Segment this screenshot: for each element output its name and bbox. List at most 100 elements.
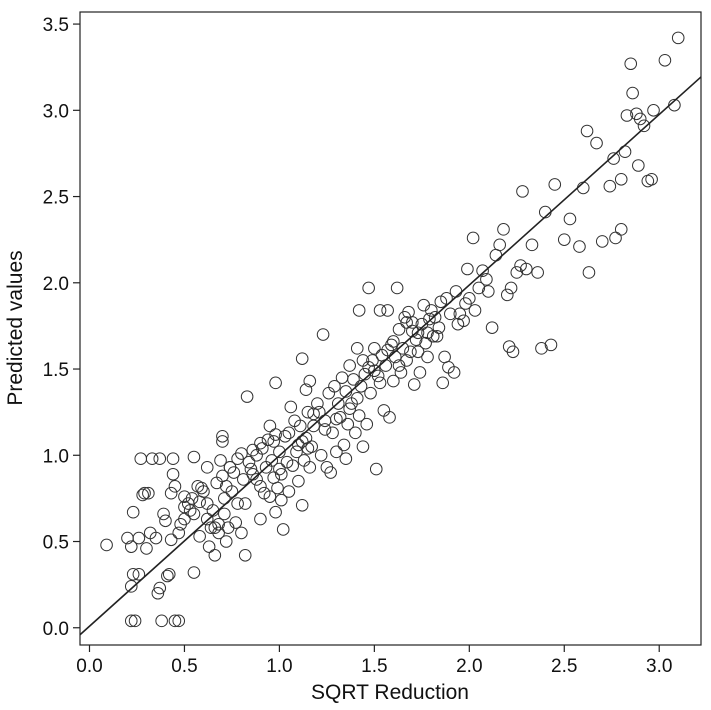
data-point xyxy=(240,390,254,403)
data-point xyxy=(231,497,244,510)
data-point xyxy=(246,443,260,457)
data-point xyxy=(392,359,406,372)
data-point xyxy=(620,109,634,122)
data-point xyxy=(284,400,298,414)
data-point xyxy=(461,262,474,276)
data-point xyxy=(126,567,140,581)
data-point xyxy=(504,281,518,295)
data-point xyxy=(381,343,394,357)
data-point xyxy=(463,292,476,305)
data-point xyxy=(303,374,317,388)
data-point xyxy=(432,321,446,334)
data-point xyxy=(430,329,444,343)
data-point xyxy=(339,452,353,466)
data-point xyxy=(595,235,609,248)
data-point xyxy=(366,354,379,367)
data-point xyxy=(273,462,286,476)
data-point xyxy=(132,531,146,545)
data-point xyxy=(590,136,603,150)
data-point xyxy=(212,517,225,531)
data-point xyxy=(254,480,267,493)
data-point xyxy=(407,378,421,391)
data-point xyxy=(153,452,167,466)
data-point xyxy=(322,386,336,400)
x-axis: 0.0 0.5 1.0 1.5 2.0 2.5 3.0 xyxy=(76,645,672,677)
data-point xyxy=(563,212,577,226)
data-point xyxy=(396,342,410,355)
data-point xyxy=(265,454,279,467)
data-point xyxy=(290,445,303,459)
data-point xyxy=(423,312,436,326)
data-point xyxy=(614,223,628,236)
data-point xyxy=(632,159,645,172)
data-point xyxy=(451,317,465,331)
data-point xyxy=(238,549,252,562)
y-tick-label: 0.0 xyxy=(43,619,69,640)
data-point xyxy=(347,373,360,386)
data-point xyxy=(326,426,339,440)
x-tick-label: 0.5 xyxy=(171,656,197,677)
data-point xyxy=(124,540,138,553)
data-point xyxy=(419,336,432,350)
data-point xyxy=(633,112,647,126)
data-point xyxy=(343,359,356,372)
data-point xyxy=(172,526,186,540)
data-point xyxy=(519,262,533,276)
data-point xyxy=(502,340,516,353)
data-point xyxy=(299,383,313,397)
data-point xyxy=(145,452,159,466)
data-point xyxy=(214,454,227,467)
data-point xyxy=(485,321,499,334)
data-point xyxy=(506,345,520,359)
y-tick-label: 3.0 xyxy=(43,101,69,122)
data-point xyxy=(237,473,250,486)
data-point xyxy=(162,567,176,581)
data-point xyxy=(149,531,163,545)
y-axis: 0.0 0.5 1.0 1.5 2.0 2.5 3.0 3.5 xyxy=(43,15,80,640)
data-point xyxy=(580,124,594,138)
data-point xyxy=(480,273,493,286)
data-point xyxy=(406,316,419,329)
data-point xyxy=(387,374,400,388)
data-point xyxy=(293,419,307,433)
data-point xyxy=(449,285,463,298)
data-point xyxy=(330,412,343,426)
data-point xyxy=(271,481,284,495)
data-point xyxy=(282,426,296,440)
y-tick-label: 3.5 xyxy=(43,15,69,36)
data-point xyxy=(535,342,548,355)
data-point xyxy=(381,304,394,317)
data-point xyxy=(269,376,282,390)
data-point xyxy=(242,455,256,469)
data-point xyxy=(331,397,345,410)
data-point xyxy=(658,53,672,67)
data-point xyxy=(387,335,400,348)
data-point xyxy=(447,366,461,379)
data-point xyxy=(444,307,457,321)
data-point xyxy=(349,426,362,440)
data-point xyxy=(197,485,210,498)
data-point xyxy=(208,549,222,562)
data-point xyxy=(411,326,425,340)
data-point xyxy=(500,288,514,302)
data-point xyxy=(354,379,368,393)
x-tick-label: 1.0 xyxy=(266,656,292,677)
data-point xyxy=(256,442,269,455)
data-point xyxy=(269,428,282,441)
data-point xyxy=(100,538,113,552)
x-tick-label: 2.0 xyxy=(456,656,482,677)
data-point xyxy=(185,492,199,505)
data-point xyxy=(531,266,544,279)
data-point xyxy=(573,240,586,253)
data-point xyxy=(377,404,391,417)
data-point xyxy=(318,423,332,436)
data-point xyxy=(299,431,313,445)
data-point xyxy=(364,386,377,400)
data-point xyxy=(466,231,480,245)
data-point xyxy=(330,445,343,459)
data-point xyxy=(218,507,231,521)
data-point xyxy=(187,507,201,521)
data-point xyxy=(350,342,364,355)
data-point xyxy=(328,379,341,393)
